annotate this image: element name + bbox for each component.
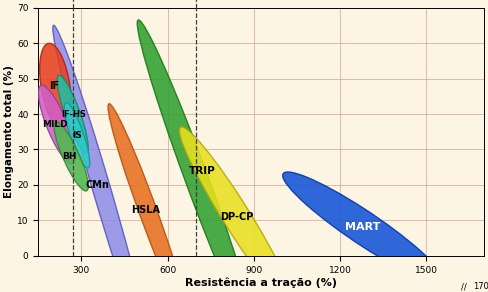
Text: DP-CP: DP-CP [220,212,253,222]
Text: BH: BH [62,152,77,161]
Y-axis label: Elongamento total (%): Elongamento total (%) [4,65,14,198]
Text: CMn: CMn [85,180,109,190]
X-axis label: Resistência a tração (%): Resistência a tração (%) [185,277,337,288]
Ellipse shape [54,122,88,191]
Text: IS: IS [72,131,81,140]
Ellipse shape [108,104,187,292]
Text: HSLA: HSLA [131,205,161,215]
Text: TRIP: TRIP [189,166,215,176]
Text: //: // [461,282,467,291]
Text: MILD: MILD [42,120,68,129]
Text: IF: IF [49,81,59,91]
Text: 1700: 1700 [473,282,488,291]
Ellipse shape [283,172,444,283]
Ellipse shape [64,102,90,168]
Ellipse shape [39,85,75,164]
Ellipse shape [180,127,294,292]
Text: MART: MART [346,223,381,232]
Ellipse shape [57,75,88,153]
Ellipse shape [137,20,255,292]
Ellipse shape [40,43,71,128]
Text: IF-HS: IF-HS [61,110,86,119]
Ellipse shape [53,25,150,292]
